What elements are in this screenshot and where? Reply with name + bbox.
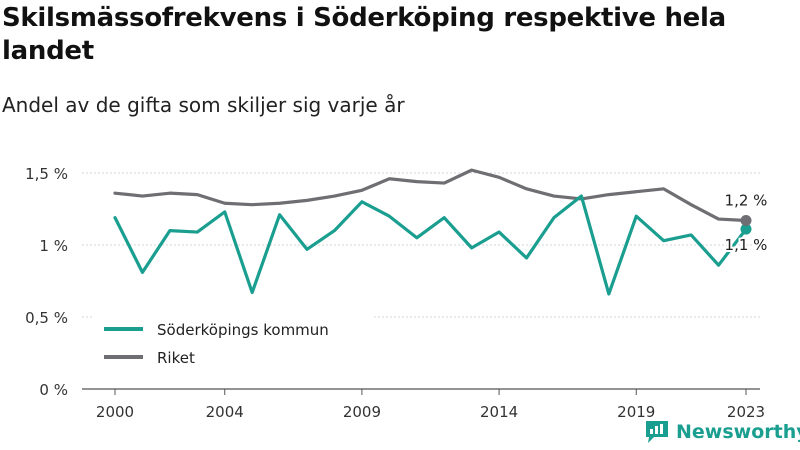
newsworthy-icon (646, 421, 668, 443)
x-tick-label: 2009 (343, 403, 381, 421)
x-tick-label: 2004 (206, 403, 244, 421)
series-line-riket (113, 168, 748, 223)
end-label-riket: 1,2 % (725, 192, 768, 210)
y-tick-label: 1 % (39, 237, 68, 255)
legend-label-soderkoping: Söderköpings kommun (157, 321, 329, 339)
x-tick-label: 2000 (96, 403, 134, 421)
end-marker-riket (740, 215, 752, 227)
series-line-soderkoping (113, 194, 748, 296)
legend-background (92, 312, 374, 374)
x-tick-label: 2014 (480, 403, 518, 421)
end-label-soderkoping: 1,1 % (725, 236, 768, 254)
y-tick-label: 0,5 % (25, 309, 68, 327)
chart-title: Skilsmässofrekvens i Söderköping respekt… (2, 3, 726, 66)
brand-name: Newsworthy (676, 421, 800, 443)
end-marker-soderkoping (740, 223, 752, 235)
newsworthy-logo: Newsworthy (644, 418, 800, 446)
y-tick-label: 1,5 % (25, 165, 68, 183)
x-tick-label: 2019 (617, 403, 655, 421)
chart-subtitle: Andel av de gifta som skiljer sig varje … (2, 93, 405, 117)
y-tick-label: 0 % (39, 381, 68, 399)
legend-label-riket: Riket (157, 349, 195, 367)
x-tick-label: 2023 (727, 403, 765, 421)
